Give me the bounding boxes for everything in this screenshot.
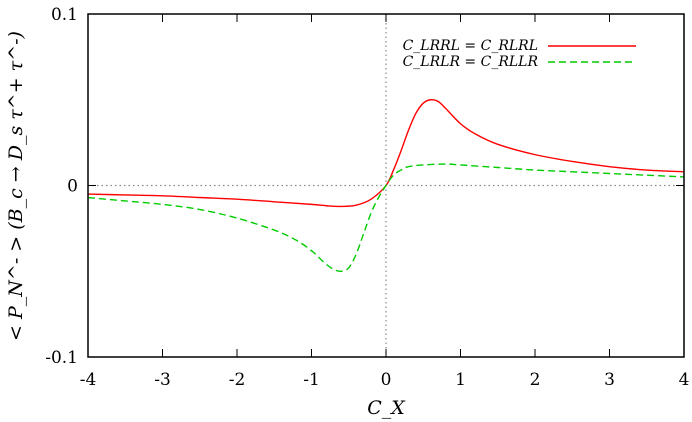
x-tick-label: 0	[381, 370, 392, 390]
series-line-1	[87, 98, 685, 208]
legend: C_LRRL = C_RLRL C_LRLR = C_RLLR	[403, 38, 636, 70]
legend-label-series-1: C_LRRL = C_RLRL	[403, 38, 538, 54]
ticks	[87, 13, 685, 358]
y-tick-label: 0	[67, 177, 78, 197]
legend-label-series-2: C_LRLR = C_RLLR	[403, 54, 539, 70]
x-tick-label: -1	[303, 370, 320, 390]
x-tick-label: -2	[229, 370, 246, 390]
y-tick-label: -0.1	[45, 348, 78, 368]
x-tick-label: -3	[154, 370, 171, 390]
series-layer	[87, 98, 685, 273]
y-tick-label: 0.1	[51, 5, 78, 25]
x-tick-label: 4	[679, 370, 690, 390]
y-axis-label: < P_N^- > (B_c → D_s τ^+ τ^-)	[5, 31, 27, 341]
x-tick-label: 3	[604, 370, 615, 390]
x-tick-label: -4	[80, 370, 97, 390]
x-tick-label: 1	[455, 370, 466, 390]
tick-labels: -4 -3 -2 -1 0 1 2 3 4 -0.1 0 0.1	[45, 5, 689, 390]
x-axis-label: C_X	[367, 397, 406, 419]
x-tick-label: 2	[530, 370, 541, 390]
